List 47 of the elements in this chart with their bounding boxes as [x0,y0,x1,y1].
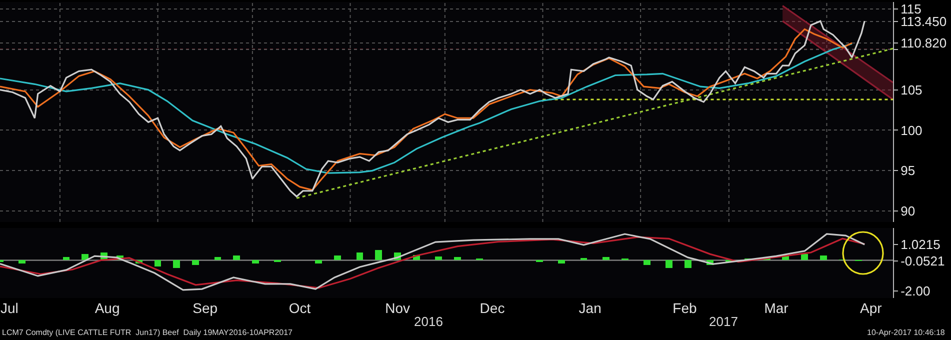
bar [684,260,692,268]
bar [154,260,162,266]
bar [334,256,342,260]
bar [192,260,200,265]
y-tick-label: 95 [900,163,916,178]
x-tick-label: Oct [288,300,311,316]
y-tick-label: 1.0215 [900,237,940,252]
bar [214,257,222,260]
bar [18,260,26,264]
bar [435,256,442,260]
x-tick-label: Mar [764,300,789,316]
x-tick-label: Sep [192,300,218,316]
x-tick-label: Nov [385,300,410,316]
bar [233,256,240,260]
bar [252,260,260,264]
x-tick-label: Aug [94,300,120,316]
y-tick-label: 113.450 [900,14,947,30]
line-series [0,42,853,174]
bar [558,260,566,264]
bar [454,257,462,260]
text: 10-Apr-2017 10:46:18 [867,328,946,337]
bar [356,252,364,260]
bar [643,260,650,265]
y-tick-label: 105 [900,82,922,98]
y-tick-label: -0.0521 [900,254,945,269]
y-tick-label: -2.00 [900,284,930,299]
y-tick-label: 115 [900,2,922,16]
x-tick-label: Apr [860,300,882,316]
bar [665,260,672,268]
bar [375,250,382,260]
bar [315,260,322,264]
bar [82,254,89,260]
y-tick-label: 110.820 [900,35,947,50]
x-tick-label: Dec [480,300,505,316]
bar [801,254,808,260]
text: 2016 [414,314,443,329]
bar [62,257,70,260]
x-tick-label: Jul [0,300,18,316]
text: LCM7 Comdty (LIVE CATTLE FUTR Jun17) Beef Daily 19MAY2016-10APR2017 [2,328,294,337]
x-tick-label: Jan [578,300,602,316]
y-tick-label: 100 [900,122,922,138]
bar [173,260,180,268]
bar [602,257,610,260]
y-tick-label: 90 [900,204,916,219]
text: 2017 [709,314,738,329]
x-tick-label: Feb [672,300,698,316]
bar [820,256,828,260]
